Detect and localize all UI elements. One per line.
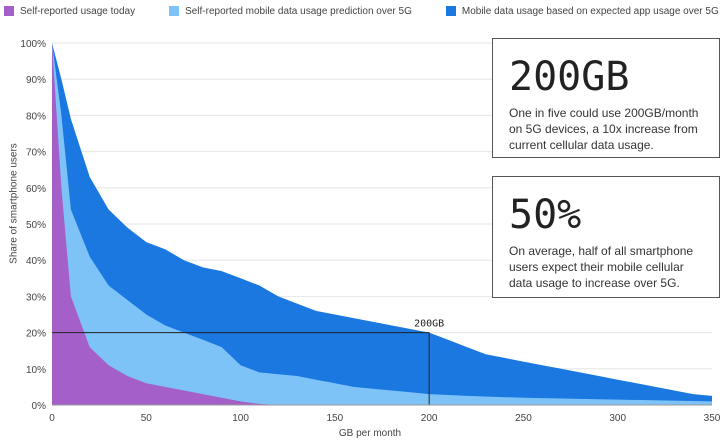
y-tick-label: 100% [20,39,46,50]
callout-headline: 50% [509,192,582,238]
callout-200gb: 200GB One in five could use 200GB/month … [492,38,720,158]
y-axis-title: Share of smartphone users [8,143,20,264]
area-prediction [52,43,712,405]
y-tick-label: 30% [26,292,46,303]
legend-label-app-usage: Mobile data usage based on expected app … [461,5,719,17]
legend-label-today: Self-reported usage today [20,5,136,17]
x-tick-label: 50 [141,413,153,424]
y-tick-label: 50% [26,220,46,231]
y-tick-label: 90% [26,75,46,86]
x-tick-label: 350 [704,413,721,424]
y-tick-label: 70% [26,148,46,159]
legend-item-app-usage: Mobile data usage based on expected app … [445,5,719,17]
series-areas [52,43,712,405]
legend-swatch-prediction [169,6,180,16]
y-tick-label: 0% [32,401,47,412]
area-today [52,43,279,405]
callout-50-percent: 50% On average, half of all smartphone u… [492,176,720,298]
legend-swatch-app-usage [445,6,456,16]
chart-legend: Self-reported usage today Self-reported … [0,0,728,22]
annotation-200gb: 200GB [52,319,444,405]
x-tick-label: 0 [49,413,55,424]
x-tick-label: 300 [609,413,626,424]
legend-label-prediction: Self-reported mobile data usage predicti… [185,5,412,17]
y-tick-label: 60% [26,184,46,195]
legend-swatch-today [4,6,14,16]
y-tick-label: 10% [26,365,46,376]
x-tick-label: 250 [515,413,532,424]
y-tick-label: 20% [26,329,46,340]
axis-ticks: 0% 10% 20% 30% 40% 50% 60% 70% 80% 90% 100% 0 50 100 1… [20,39,720,424]
y-tick-label: 40% [26,256,46,267]
x-tick-label: 200 [421,413,438,424]
x-tick-label: 100 [232,413,249,424]
area-app-usage [52,43,712,405]
legend-item-prediction: Self-reported mobile data usage predicti… [169,6,412,17]
legend-item-today: Self-reported usage today [4,6,135,17]
callout-body: One in five could use 200GB/month on 5G … [509,106,699,152]
callout-headline: 200GB [509,54,630,100]
x-tick-label: 150 [327,413,344,424]
callout-body: On average, half of all smartphone users… [509,244,694,290]
annotation-label: 200GB [414,319,444,330]
y-tick-label: 80% [26,111,46,122]
x-axis-title: GB per month [338,428,402,439]
